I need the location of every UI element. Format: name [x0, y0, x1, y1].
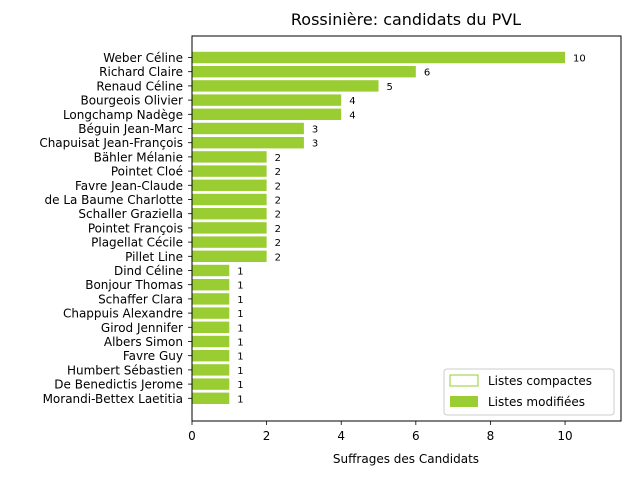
category-label: Renaud Céline	[96, 79, 183, 93]
bar-value-label: 2	[275, 181, 281, 192]
category-label: Humbert Sébastien	[67, 363, 183, 377]
bar-value-label: 3	[312, 139, 318, 150]
category-label: Béguin Jean-Marc	[78, 122, 183, 136]
bar-19	[192, 307, 230, 319]
legend: Listes compactes Listes modifiées	[443, 368, 615, 416]
category-label: De Benedictis Jerome	[54, 378, 183, 392]
bar-value-label: 2	[275, 210, 281, 221]
bar-15	[192, 250, 267, 262]
bar-7	[192, 137, 304, 149]
value-labels: 10 6 5 4 4 3 3 2 2 2 2 2 2 2 2 1 1 1 1 1 1 1 1 1 1	[237, 54, 585, 406]
bar-value-label: 2	[275, 252, 281, 263]
category-label: Chappuis Alexandre	[63, 307, 183, 321]
category-label: de La Baume Charlotte	[45, 193, 184, 207]
category-label: Albers Simon	[104, 335, 183, 349]
bar-value-label: 1	[237, 323, 243, 334]
bar-4	[192, 94, 342, 106]
category-label: Pointet François	[88, 221, 183, 235]
x-tick-label: 6	[412, 429, 420, 443]
bar-17	[192, 279, 230, 291]
chart-title: Rossinière: candidats du PVL	[291, 10, 521, 29]
legend-swatch-compactes	[449, 374, 479, 387]
bar-value-label: 1	[237, 281, 243, 292]
x-axis: 0 2 4 6 8 10	[188, 421, 573, 443]
plot-frame	[191, 35, 622, 422]
bar-6	[192, 122, 304, 135]
legend-label-modifiees: Listes modifiées	[488, 395, 585, 409]
bar-value-label: 1	[237, 295, 243, 306]
category-label: Girod Jennifer	[101, 321, 183, 335]
bar-value-label: 2	[275, 167, 281, 178]
bar-3	[192, 80, 379, 92]
x-tick-label: 2	[263, 429, 271, 443]
bar-13	[192, 222, 267, 234]
category-label: Schaller Graziella	[78, 207, 183, 221]
category-label: Pillet Line	[125, 250, 183, 264]
bar-value-label: 1	[237, 309, 243, 320]
category-label: Dind Céline	[114, 264, 183, 278]
x-axis-label: Suffrages des Candidats	[333, 452, 479, 466]
legend-swatch-modifiees	[450, 396, 478, 407]
category-label: Favre Jean-Claude	[75, 179, 183, 193]
bar-value-label: 1	[237, 394, 243, 405]
category-label: Weber Céline	[103, 51, 183, 65]
x-tick-label: 10	[557, 429, 572, 443]
bars-layer	[192, 51, 566, 404]
x-tick-label: 0	[188, 429, 196, 443]
bar-value-label: 4	[349, 96, 355, 107]
category-label: Bonjour Thomas	[85, 278, 183, 292]
bar-1	[192, 51, 566, 64]
legend-label-compactes: Listes compactes	[488, 374, 592, 388]
bar-24	[192, 378, 230, 390]
category-label: Longchamp Nadège	[63, 108, 183, 122]
category-label: Richard Claire	[99, 65, 183, 79]
bar-8	[192, 151, 267, 163]
bar-10	[192, 179, 267, 191]
bar-value-label: 10	[573, 54, 586, 65]
bar-14	[192, 236, 267, 248]
x-tick-label: 8	[487, 429, 495, 443]
bar-value-label: 1	[237, 338, 243, 349]
category-label: Pointet Cloé	[111, 165, 183, 179]
bar-value-label: 3	[312, 125, 318, 136]
category-label: Morandi-Bettex Laetitia	[43, 392, 183, 406]
category-label: Chapuisat Jean-François	[39, 136, 183, 150]
bar-25	[192, 392, 230, 404]
bar-value-label: 2	[275, 153, 281, 164]
bar-21	[192, 335, 230, 348]
bar-18	[192, 293, 230, 305]
bar-12	[192, 208, 267, 220]
bar-22	[192, 350, 230, 362]
bar-value-label: 1	[237, 366, 243, 377]
bar-value-label: 5	[387, 82, 393, 93]
bar-value-label: 1	[237, 380, 243, 391]
bar-value-label: 2	[275, 224, 281, 235]
bar-value-label: 1	[237, 267, 243, 278]
bar-value-label: 4	[349, 110, 355, 121]
bar-value-label: 2	[275, 196, 281, 207]
x-tick-label: 4	[337, 429, 345, 443]
bar-9	[192, 165, 267, 177]
bar-value-label: 6	[424, 68, 430, 79]
bar-value-label: 1	[237, 352, 243, 363]
bar-5	[192, 108, 342, 120]
category-label: Bähler Mélanie	[94, 150, 183, 164]
bar-11	[192, 193, 267, 206]
bar-16	[192, 264, 230, 277]
bar-20	[192, 321, 230, 333]
category-label: Schaffer Clara	[98, 292, 183, 306]
category-label: Bourgeois Olivier	[80, 94, 183, 108]
bar-value-label: 2	[275, 238, 281, 249]
category-label: Favre Guy	[123, 349, 183, 363]
legend-box	[443, 368, 615, 416]
bar-23	[192, 364, 230, 376]
category-label: Plagellat Cécile	[91, 236, 183, 250]
bar-2	[192, 66, 416, 78]
